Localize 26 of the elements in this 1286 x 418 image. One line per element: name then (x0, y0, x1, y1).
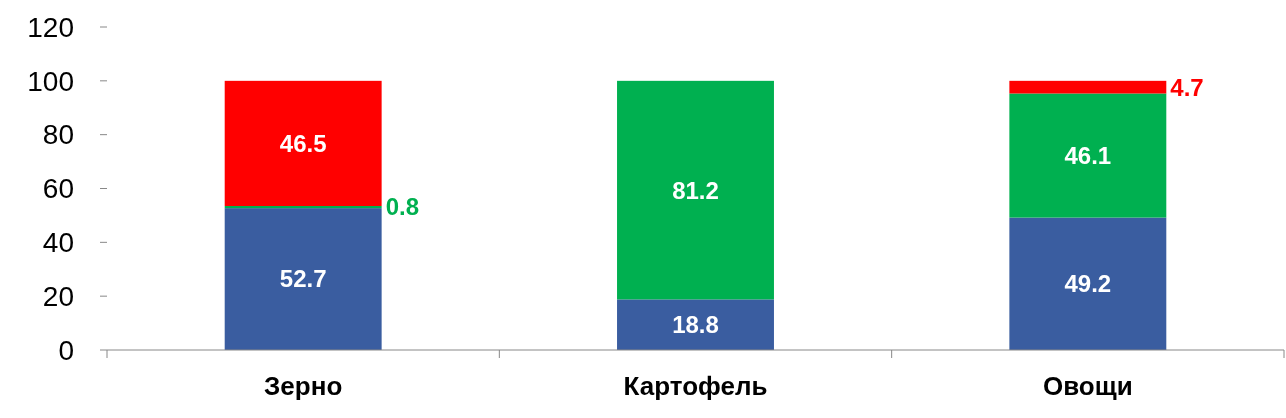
data-label: 49.2 (1064, 270, 1112, 298)
bar (617, 80, 774, 300)
y-tick-label: 40 (42, 227, 74, 259)
data-label: 81.2 (672, 176, 719, 204)
y-tick-label: 120 (27, 11, 74, 43)
data-label: 18.8 (672, 311, 719, 339)
y-tick-label: 60 (42, 173, 74, 205)
bar (224, 80, 382, 206)
data-label: 4.7 (1170, 73, 1204, 101)
bar (224, 208, 382, 350)
x-tick-label: Зерно (264, 371, 343, 401)
bar (1009, 93, 1167, 218)
y-tick-label: 80 (42, 119, 74, 151)
bar (224, 206, 382, 209)
x-tick-label: Картофель (623, 371, 768, 401)
data-label: 0.8 (385, 193, 420, 221)
y-tick-label: 20 (42, 280, 74, 312)
bar (1009, 80, 1167, 94)
data-label: 46.5 (279, 129, 327, 157)
data-label: 46.1 (1064, 141, 1112, 169)
bar (1009, 217, 1167, 350)
bar (617, 299, 774, 350)
data-label: 52.7 (279, 265, 327, 293)
y-tick-label: 100 (27, 65, 74, 97)
x-tick-label: Овощи (1043, 371, 1133, 401)
y-tick-label: 0 (58, 334, 74, 366)
